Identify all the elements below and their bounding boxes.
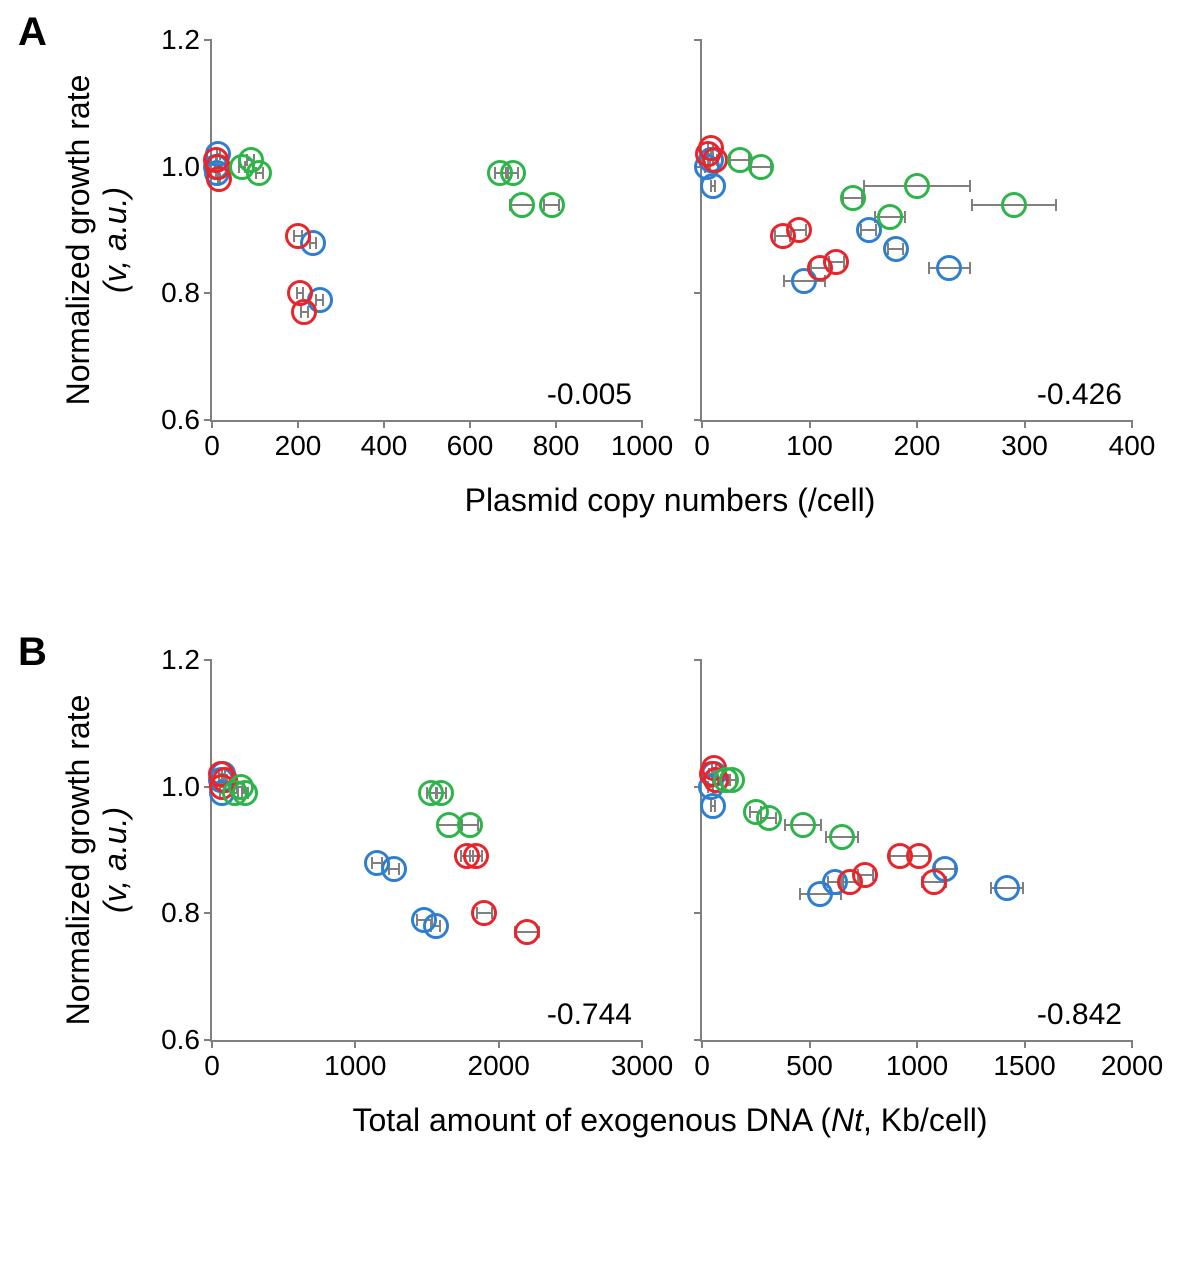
x-tick-label: 100 bbox=[786, 430, 833, 462]
data-point bbox=[471, 900, 497, 926]
data-point bbox=[246, 160, 272, 186]
data-point bbox=[840, 185, 866, 211]
data-point bbox=[428, 780, 454, 806]
row-b-xlabel-nt: Nt bbox=[831, 1102, 863, 1138]
x-tick-label: 300 bbox=[1001, 430, 1048, 462]
data-point bbox=[457, 812, 483, 838]
y-tick-label: 1.0 bbox=[161, 771, 200, 803]
row-a-ylabel-line1: Normalized growth rate bbox=[60, 75, 96, 406]
data-point bbox=[205, 154, 231, 180]
x-tick-label: 1500 bbox=[993, 1050, 1055, 1082]
figure: A Normalized growth rate (v, a.u.) -0.00… bbox=[0, 0, 1200, 1262]
x-tick-label: 0 bbox=[204, 430, 220, 462]
data-point bbox=[823, 249, 849, 275]
panel-a-right-annot: -0.426 bbox=[1037, 378, 1122, 412]
y-tick-label: 1.2 bbox=[161, 644, 200, 676]
row-b-xlabel-p1: Total amount of exogenous DNA ( bbox=[353, 1102, 832, 1138]
panel-b-left: -0.744 01000200030000.60.81.01.2 bbox=[210, 660, 642, 1042]
x-tick-label: 2000 bbox=[468, 1050, 530, 1082]
data-point bbox=[904, 173, 930, 199]
panel-b-left-annot: -0.744 bbox=[547, 998, 632, 1032]
data-point bbox=[994, 875, 1020, 901]
row-b-xlabel: Total amount of exogenous DNA (Nt, Kb/ce… bbox=[210, 1102, 1130, 1139]
data-point bbox=[719, 767, 745, 793]
row-b-xlabel-p2: , Kb/cell) bbox=[863, 1102, 987, 1138]
row-a-ylabel-line2: (v, a.u.) bbox=[97, 187, 133, 293]
data-point bbox=[1001, 192, 1027, 218]
row-a-ylabel: Normalized growth rate (v, a.u.) bbox=[60, 30, 134, 450]
panel-a-left-annot: -0.005 bbox=[547, 378, 632, 412]
data-point bbox=[291, 299, 317, 325]
panel-b-right-annot: -0.842 bbox=[1037, 998, 1122, 1032]
row-b-ylabel: Normalized growth rate (v, a.u.) bbox=[60, 650, 134, 1070]
x-tick-label: 800 bbox=[533, 430, 580, 462]
row-b: B Normalized growth rate (v, a.u.) -0.74… bbox=[0, 620, 1200, 1260]
data-point bbox=[790, 812, 816, 838]
y-tick-label: 0.8 bbox=[161, 897, 200, 929]
data-point bbox=[514, 919, 540, 945]
data-point bbox=[381, 856, 407, 882]
data-point bbox=[906, 843, 932, 869]
data-point bbox=[829, 824, 855, 850]
y-tick-label: 1.0 bbox=[161, 151, 200, 183]
row-a: A Normalized growth rate (v, a.u.) -0.00… bbox=[0, 0, 1200, 610]
data-point bbox=[786, 217, 812, 243]
panel-a-label: A bbox=[18, 10, 47, 55]
x-tick-label: 2000 bbox=[1101, 1050, 1163, 1082]
x-tick-label: 200 bbox=[275, 430, 322, 462]
data-point bbox=[500, 160, 526, 186]
data-point bbox=[748, 154, 774, 180]
y-tick-label: 0.8 bbox=[161, 277, 200, 309]
data-point bbox=[539, 192, 565, 218]
data-point bbox=[509, 192, 535, 218]
data-point bbox=[852, 862, 878, 888]
row-b-ylabel-line1: Normalized growth rate bbox=[60, 695, 96, 1026]
data-point bbox=[700, 173, 726, 199]
x-tick-label: 0 bbox=[694, 430, 710, 462]
x-tick-label: 1000 bbox=[611, 430, 673, 462]
x-tick-label: 600 bbox=[447, 430, 494, 462]
x-tick-label: 1000 bbox=[886, 1050, 948, 1082]
data-point bbox=[463, 843, 489, 869]
y-tick-label: 0.6 bbox=[161, 404, 200, 436]
data-point bbox=[700, 793, 726, 819]
x-tick-label: 3000 bbox=[611, 1050, 673, 1082]
panel-b-label: B bbox=[18, 630, 47, 675]
x-tick-label: 500 bbox=[786, 1050, 833, 1082]
x-tick-label: 200 bbox=[894, 430, 941, 462]
data-point bbox=[756, 805, 782, 831]
data-point bbox=[883, 236, 909, 262]
panel-b-right: -0.842 0500100015002000 bbox=[700, 660, 1132, 1042]
data-point bbox=[877, 204, 903, 230]
data-point bbox=[921, 869, 947, 895]
x-tick-label: 1000 bbox=[324, 1050, 386, 1082]
row-b-ylabel-line2: (v, a.u.) bbox=[97, 807, 133, 913]
x-tick-label: 400 bbox=[1109, 430, 1156, 462]
data-point bbox=[695, 141, 721, 167]
data-point bbox=[232, 780, 258, 806]
panel-a-right: -0.426 0100200300400 bbox=[700, 40, 1132, 422]
data-point bbox=[936, 255, 962, 281]
data-point bbox=[423, 913, 449, 939]
row-a-xlabel: Plasmid copy numbers (/cell) bbox=[210, 482, 1130, 519]
x-tick-label: 0 bbox=[694, 1050, 710, 1082]
x-tick-label: 400 bbox=[361, 430, 408, 462]
x-tick-label: 0 bbox=[204, 1050, 220, 1082]
y-tick-label: 0.6 bbox=[161, 1024, 200, 1056]
y-tick-label: 1.2 bbox=[161, 24, 200, 56]
panel-a-left: -0.005 020040060080010000.60.81.01.2 bbox=[210, 40, 642, 422]
data-point bbox=[285, 223, 311, 249]
